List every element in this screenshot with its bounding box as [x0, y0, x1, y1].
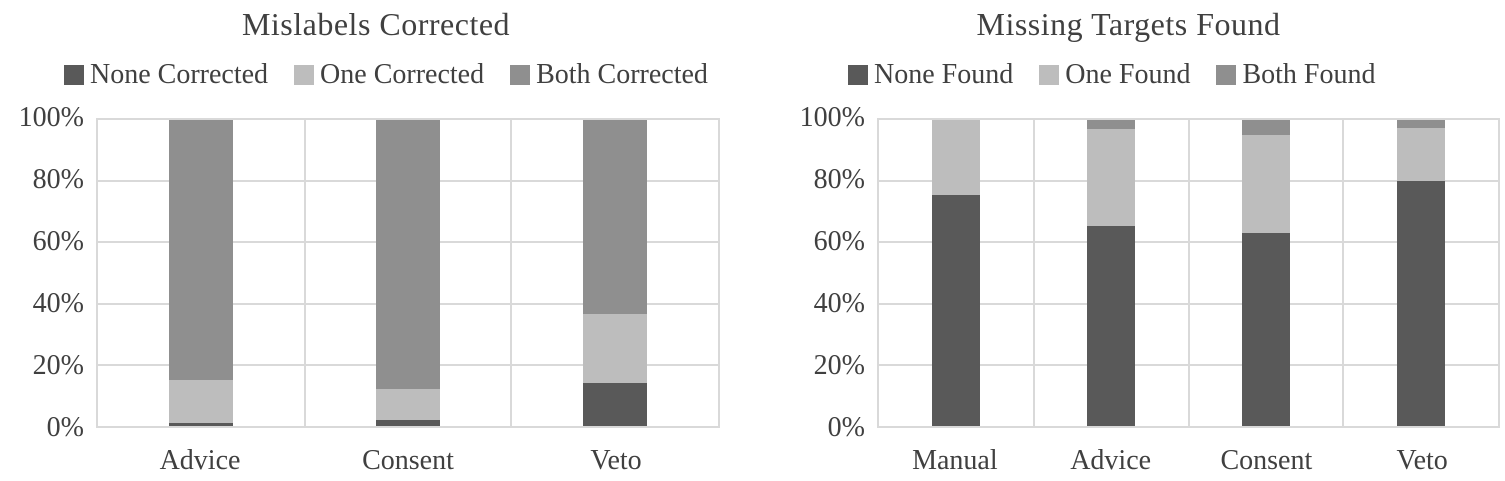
legend-label: None Found	[874, 59, 1014, 90]
y-tick-label: 20%	[813, 350, 865, 381]
legend-item-one-found: One Found	[1039, 58, 1190, 92]
legend-label: Both Found	[1242, 59, 1376, 90]
legend-item-one-corrected: One Corrected	[294, 58, 484, 92]
legend: None Found One Found Both Found	[848, 58, 1505, 92]
bar-slot-veto	[511, 120, 718, 426]
segment-both-found	[1087, 120, 1136, 130]
bar-slot-advice	[1034, 120, 1189, 426]
x-tick-label-advice: Advice	[159, 445, 241, 476]
stacked-bar-veto	[1396, 120, 1445, 426]
bar-slots	[879, 120, 1498, 426]
legend-item-none-corrected: None Corrected	[64, 58, 268, 92]
legend-swatch-medium	[510, 65, 531, 85]
y-tick-label: 40%	[32, 288, 84, 319]
legend-swatch-dark	[64, 65, 84, 85]
segment-one-corrected	[582, 314, 647, 384]
plot-area	[877, 118, 1500, 428]
stacked-bar-advice	[1087, 120, 1136, 426]
chart-missing-targets-found: Missing Targets Found None Found One Fou…	[752, 0, 1505, 481]
legend-item-both-corrected: Both Corrected	[510, 58, 708, 92]
legend: None Corrected One Corrected Both Correc…	[64, 58, 752, 92]
x-axis: Manual Advice Consent Veto	[877, 444, 1500, 478]
legend-swatch-light	[1039, 65, 1060, 85]
segment-none-found	[1087, 225, 1136, 426]
legend-label: None Corrected	[90, 59, 269, 90]
y-tick-label: 0%	[46, 412, 84, 443]
plot-grid: 100% 80% 60% 40% 20% 0% Advice Consent Vet…	[0, 102, 752, 478]
y-tick-label: 80%	[813, 164, 865, 195]
segment-none-corrected	[582, 383, 647, 426]
segment-one-found	[1087, 129, 1136, 226]
y-tick-label: 60%	[32, 226, 84, 257]
plot-grid: 100% 80% 60% 40% 20% 0% Manual Advice Cons…	[752, 102, 1505, 478]
stacked-bar-veto	[582, 120, 647, 426]
bar-slot-consent	[1189, 120, 1344, 426]
y-tick-label: 20%	[32, 350, 84, 381]
chart-title: Mislabels Corrected	[241, 6, 511, 42]
segment-none-corrected	[169, 422, 234, 426]
stacked-bar-consent	[375, 120, 441, 426]
stacked-bar-advice	[169, 120, 234, 426]
y-tick-label: 40%	[813, 288, 865, 319]
segment-one-found	[932, 120, 981, 195]
x-tick-label-veto: Veto	[590, 445, 642, 476]
segment-both-corrected	[375, 120, 441, 390]
segment-both-corrected	[169, 120, 234, 381]
vertical-gridline	[303, 120, 306, 426]
x-tick-label-manual: Manual	[912, 445, 998, 476]
x-tick-label-consent: Consent	[1220, 445, 1313, 476]
segment-none-found	[1241, 233, 1290, 426]
segment-one-corrected	[169, 380, 234, 423]
legend-item-both-found: Both Found	[1216, 58, 1376, 92]
x-axis: Advice Consent Veto	[96, 444, 720, 478]
y-axis: 100% 80% 60% 40% 20% 0%	[0, 102, 96, 443]
segment-one-corrected	[375, 389, 441, 420]
legend-swatch-medium	[1216, 65, 1237, 85]
y-tick-label: 80%	[32, 164, 84, 195]
segment-none-found	[1396, 181, 1445, 426]
chart-title: Missing Targets Found	[976, 6, 1281, 42]
y-tick-label: 100%	[799, 102, 865, 133]
segment-one-found	[1396, 127, 1445, 182]
x-tick-label-advice: Advice	[1070, 445, 1152, 476]
bar-slots	[98, 120, 718, 426]
y-tick-label: 0%	[827, 412, 865, 443]
segment-both-corrected	[582, 120, 647, 315]
segment-one-found	[1241, 135, 1290, 234]
x-tick-label-consent: Consent	[362, 445, 454, 476]
x-tick-label-veto: Veto	[1396, 445, 1448, 476]
stacked-bar-manual	[932, 120, 981, 426]
bar-slot-advice	[98, 120, 305, 426]
legend-item-none-found: None Found	[848, 58, 1013, 92]
bar-slot-manual	[879, 120, 1034, 426]
segment-both-found	[1396, 120, 1445, 128]
bar-slot-veto	[1343, 120, 1498, 426]
chart-mislabels-corrected: Mislabels Corrected None Corrected One C…	[0, 0, 752, 481]
y-tick-label: 60%	[813, 226, 865, 257]
vertical-gridline	[1187, 120, 1190, 426]
segment-both-found	[1241, 120, 1290, 136]
legend-label: One Found	[1065, 59, 1191, 90]
bar-slot-consent	[305, 120, 512, 426]
segment-none-found	[932, 194, 981, 426]
vertical-gridline	[1342, 120, 1345, 426]
legend-label: One Corrected	[320, 59, 485, 90]
segment-none-corrected	[375, 419, 441, 426]
vertical-gridline	[1032, 120, 1035, 426]
y-tick-label: 100%	[18, 102, 84, 133]
legend-swatch-dark	[848, 65, 868, 85]
vertical-gridline	[510, 120, 513, 426]
stacked-bar-consent	[1241, 120, 1290, 426]
legend-swatch-light	[294, 65, 315, 85]
plot-area	[96, 118, 720, 428]
y-axis: 100% 80% 60% 40% 20% 0%	[752, 102, 877, 443]
legend-label: Both Corrected	[536, 59, 708, 90]
